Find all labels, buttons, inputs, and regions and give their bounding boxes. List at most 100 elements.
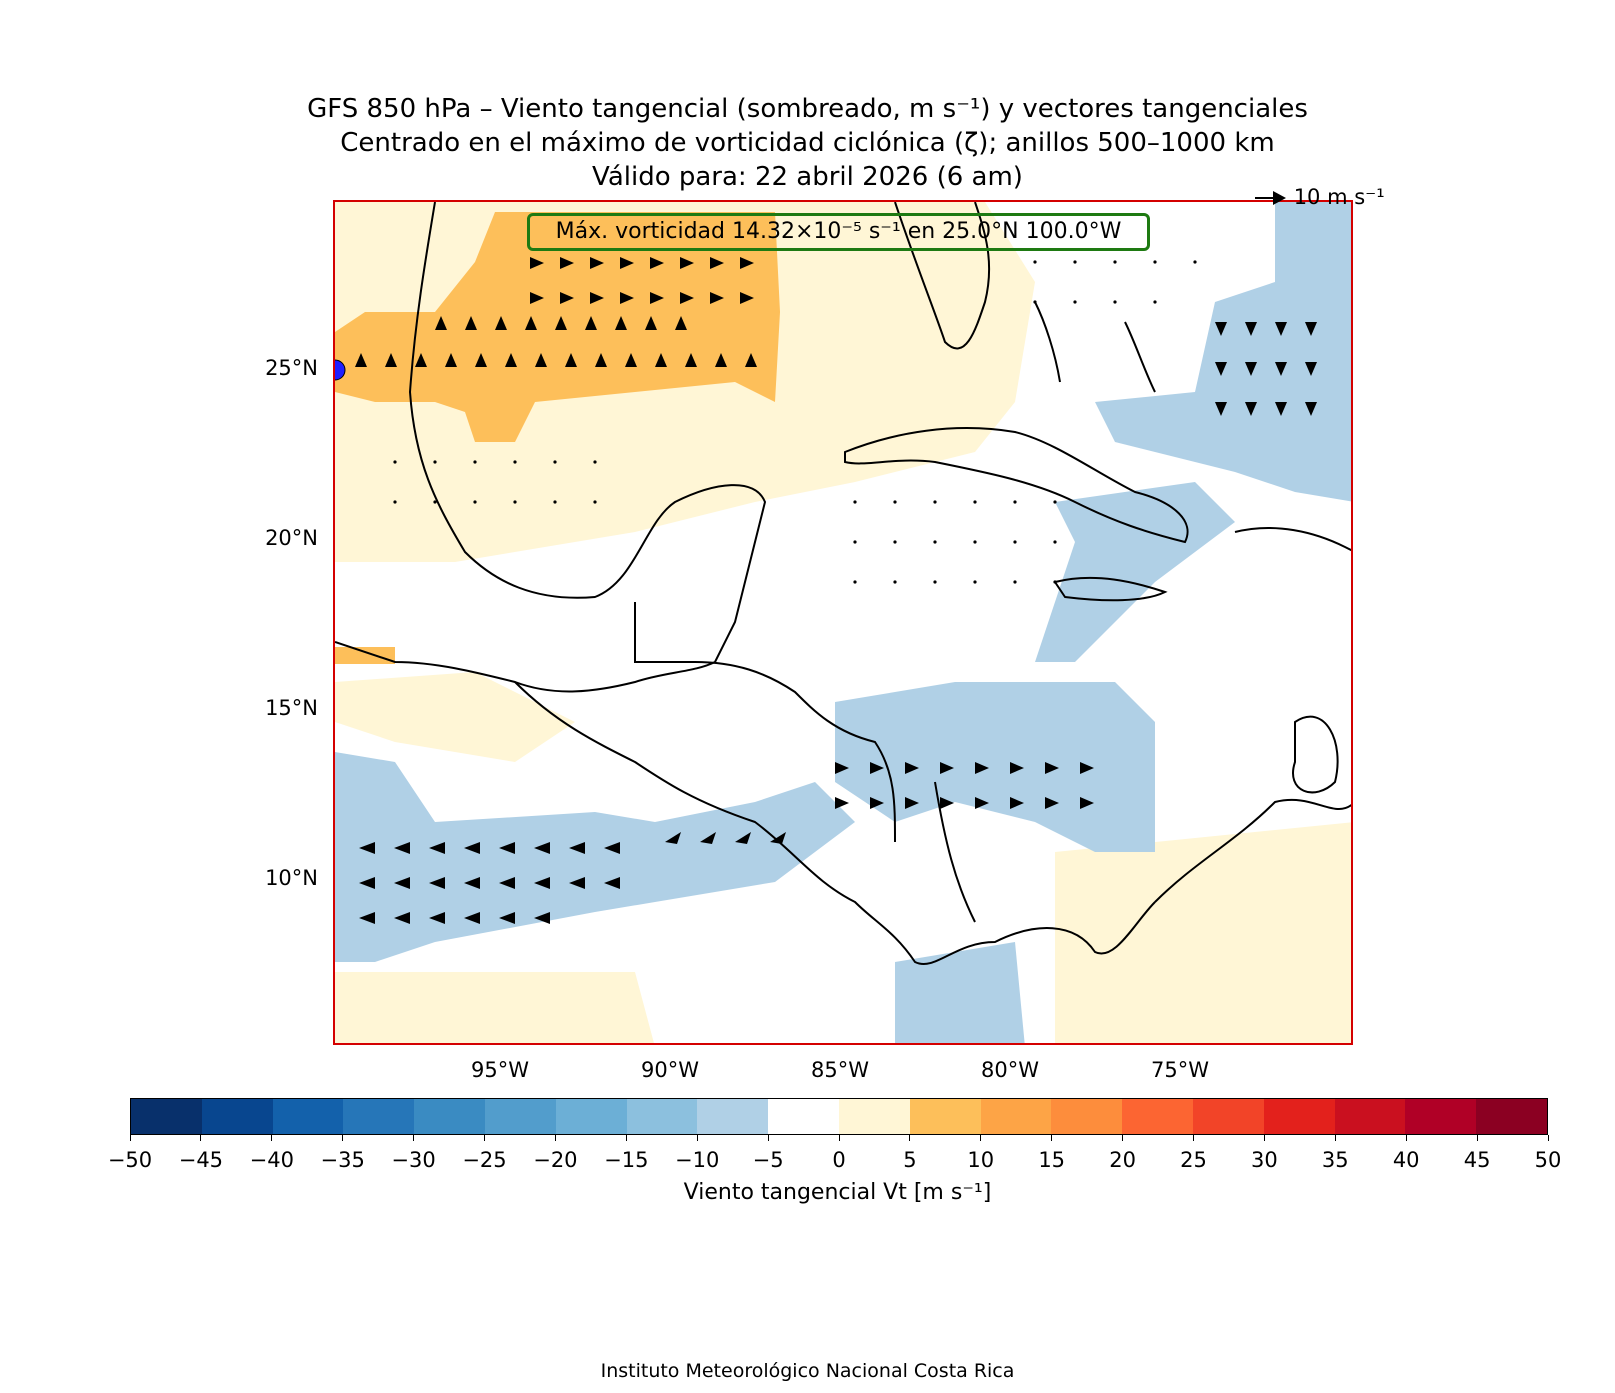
colorbar-segment (201, 1099, 273, 1134)
colorbar-segment (909, 1099, 981, 1134)
pacific-vector-group (359, 832, 786, 924)
reference-arrow-icon (1255, 191, 1286, 205)
pacific-positive-weak (335, 972, 654, 1043)
colorbar-tick-mark (200, 1135, 202, 1141)
colorbar-segment (980, 1099, 1052, 1134)
colorbar-tick-label: 25 (1180, 1148, 1207, 1172)
colorbar-tick-label: 30 (1251, 1148, 1278, 1172)
colorbar-segment (1051, 1099, 1123, 1134)
colorbar-tick-mark (1193, 1135, 1194, 1141)
colorbar-tick-mark (271, 1135, 273, 1141)
colorbar-tick-mark (342, 1135, 344, 1141)
reference-vector-label: 10 m s⁻¹ (1293, 185, 1385, 209)
colorbar-segment (1405, 1099, 1477, 1134)
colorbar-segment (1476, 1099, 1547, 1134)
colorbar-tick-mark (767, 1135, 769, 1141)
colorbar-tick-mark (413, 1135, 415, 1141)
panama-negative (895, 942, 1025, 1043)
colorbar-tick-mark (980, 1135, 982, 1141)
gulf-vector-group (355, 257, 757, 367)
lat-tick-20: 20°N (265, 526, 318, 550)
lon-tick-80: 80°W (981, 1058, 1039, 1082)
caribbean-vector-group (835, 322, 1317, 809)
pacific-positive-strong (335, 647, 395, 664)
map-canvas (335, 202, 1351, 1043)
shading-layer (335, 202, 1351, 1043)
map-panel (333, 200, 1353, 1045)
colorbar-segment (1192, 1099, 1264, 1134)
vorticity-max-marker (335, 359, 346, 381)
chart-title-line1: GFS 850 hPa – Viento tangencial (sombrea… (307, 94, 1308, 124)
vorticity-max-box: Máx. vorticidad 14.32×10⁻⁵ s⁻¹ en 25.0°N… (527, 213, 1150, 251)
lat-tick-15: 15°N (265, 696, 318, 720)
colorbar-tick-label: 0 (832, 1148, 846, 1172)
colorbar-segment (343, 1099, 415, 1134)
colorbar-segment (131, 1099, 202, 1134)
colorbar-tick-mark (909, 1135, 911, 1141)
colorbar-tick-label: −15 (604, 1148, 649, 1172)
lon-tick-75: 75°W (1151, 1058, 1209, 1082)
colorbar-tick-label: 40 (1392, 1148, 1420, 1172)
colorbar (130, 1098, 1548, 1135)
colorbar-segment (414, 1099, 485, 1134)
colorbar-tick-mark (1547, 1135, 1549, 1141)
colorbar-tick-label: −20 (533, 1148, 578, 1172)
colorbar-segment (768, 1099, 839, 1134)
chart-title-line3: Válido para: 22 abril 2026 (6 am) (592, 162, 1023, 192)
colorbar-tick-mark (1476, 1135, 1478, 1141)
colorbar-tick-label: 10 (967, 1148, 995, 1172)
colorbar-segment (555, 1099, 627, 1134)
colorbar-segment (838, 1099, 910, 1134)
lat-tick-10: 10°N (265, 866, 318, 890)
colorbar-tick-label: −35 (320, 1148, 365, 1172)
colorbar-tick-label: 20 (1109, 1148, 1136, 1172)
weak-vector-dots (393, 260, 1197, 584)
colorbar-segment (484, 1099, 556, 1134)
chart-title-line2: Centrado en el máximo de vorticidad cicl… (340, 128, 1275, 158)
colombia-positive-weak (1055, 822, 1351, 1043)
lat-tick-25: 25°N (265, 356, 318, 380)
colorbar-tick-label: 15 (1038, 1148, 1066, 1172)
colorbar-tick-label: 35 (1321, 1148, 1349, 1172)
colorbar-tick-mark (1263, 1135, 1265, 1141)
reference-vector: 10 m s⁻¹ (1255, 185, 1385, 209)
colorbar-tick-label: 50 (1534, 1148, 1562, 1172)
pacific-negative (335, 752, 855, 962)
colorbar-tick-label: 5 (903, 1148, 917, 1172)
colorbar-tick-mark (696, 1135, 698, 1141)
colorbar-tick-mark (625, 1135, 627, 1141)
colorbar-tick-label: 45 (1463, 1148, 1491, 1172)
gulf-positive-weak-south (335, 672, 575, 762)
coastlines (335, 202, 1351, 965)
colorbar-tick-mark (1051, 1135, 1053, 1141)
colorbar-tick-mark (554, 1135, 556, 1141)
colorbar-tick-mark (1122, 1135, 1124, 1141)
colorbar-tick-label: −45 (178, 1148, 224, 1172)
colorbar-tick-mark (129, 1135, 131, 1141)
colorbar-tick-mark (1334, 1135, 1336, 1141)
colorbar-label: Viento tangencial Vt [m s⁻¹] (683, 1180, 992, 1205)
colorbar-segment (626, 1099, 698, 1134)
colorbar-tick-label: −50 (107, 1148, 153, 1172)
colorbar-segment (1122, 1099, 1193, 1134)
caribbean-negative-east (1035, 482, 1235, 662)
colorbar-tick-label: −5 (752, 1148, 784, 1172)
colorbar-segment (697, 1099, 769, 1134)
lon-tick-95: 95°W (471, 1058, 529, 1082)
lon-tick-85: 85°W (811, 1058, 869, 1082)
atlantic-negative (1095, 202, 1351, 502)
colorbar-tick-mark (484, 1135, 485, 1141)
colorbar-tick-mark (1405, 1135, 1407, 1141)
colorbar-tick-label: −25 (462, 1148, 507, 1172)
colorbar-segment (1334, 1099, 1406, 1134)
colorbar-segment (272, 1099, 344, 1134)
colorbar-tick-mark (838, 1135, 840, 1141)
caribbean-negative (835, 682, 1155, 852)
wind-vectors (355, 257, 1317, 924)
lon-tick-90: 90°W (641, 1058, 699, 1082)
footer-credit: Instituto Meteorológico Nacional Costa R… (600, 1360, 1015, 1382)
colorbar-tick-label: −30 (391, 1148, 436, 1172)
colorbar-tick-label: −10 (675, 1148, 720, 1172)
colorbar-segment (1263, 1099, 1335, 1134)
colorbar-tick-label: −40 (249, 1148, 294, 1172)
